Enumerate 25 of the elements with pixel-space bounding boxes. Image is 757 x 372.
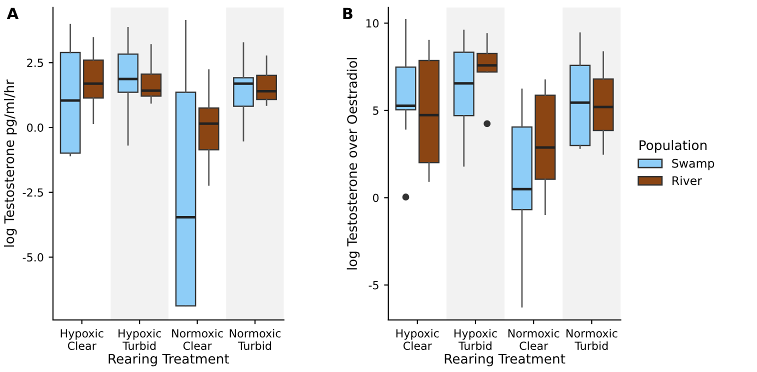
x-tick-label: Hypoxic Clear [60, 328, 104, 350]
y-tick-label: -2.5 [22, 188, 43, 197]
x-tick-label: Hypoxic Turbid [454, 328, 497, 350]
x-axis-title: Rearing Treatment [444, 354, 566, 366]
y-axis-title: log Testosterone over Oestradiol [346, 58, 360, 270]
x-tick-label: Hypoxic Turbid [118, 328, 161, 350]
legend-title: Population [640, 140, 707, 153]
x-tick-label: Normoxic Clear [508, 328, 560, 350]
y-tick-label: -5.0 [22, 253, 44, 262]
x-tick-label: Normoxic Turbid [230, 328, 281, 350]
y-tick-label: -5 [368, 281, 378, 290]
legend-label: Swamp [672, 158, 714, 170]
chart-title: A [6, 8, 19, 20]
legend-label: River [672, 176, 702, 186]
y-tick-label: 0 [372, 194, 379, 202]
x-tick-label: Normoxic Clear [172, 328, 223, 350]
x-tick-label: Hypoxic Clear [396, 328, 439, 350]
y-tick-label: 2.5 [27, 58, 43, 68]
chart-title: B [343, 8, 352, 20]
y-axis-title: log Testosterone pg/ml/hr [4, 80, 17, 247]
x-tick-label: Normoxic Turbid [566, 328, 618, 350]
y-tick-label: 0.0 [27, 123, 44, 132]
x-axis-title: Rearing Treatment [108, 354, 230, 366]
y-tick-label: 5 [373, 106, 378, 115]
y-tick-label: 10 [366, 19, 379, 28]
